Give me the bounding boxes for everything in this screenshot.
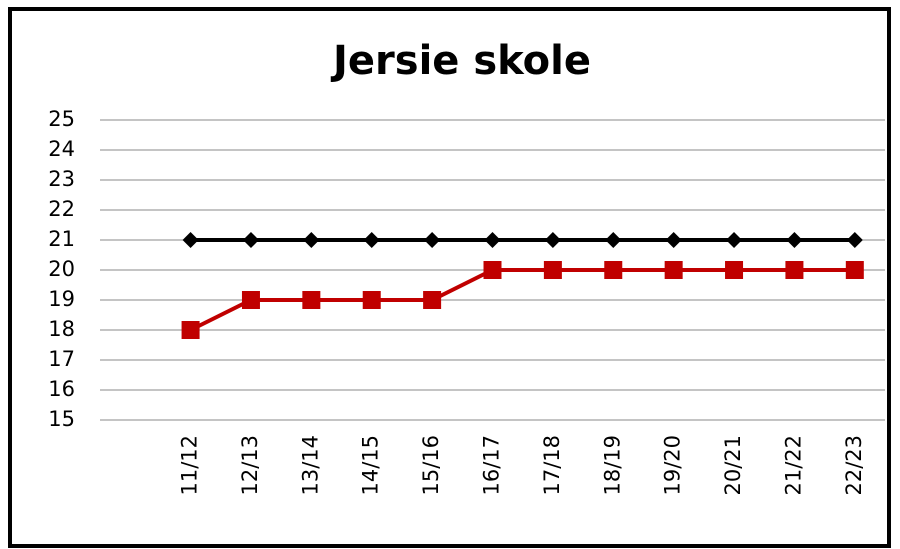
marker <box>484 232 501 248</box>
marker <box>604 261 623 279</box>
x-tick-label: 13/14 <box>298 435 322 496</box>
marker <box>665 232 682 248</box>
x-tick-label: 20/21 <box>721 435 745 496</box>
y-tick-label: 24 <box>48 137 75 161</box>
x-tick-label: 19/20 <box>661 435 685 496</box>
x-tick-label: 15/16 <box>419 435 443 496</box>
x-tick-label: 11/12 <box>178 435 202 496</box>
y-tick-label: 25 <box>48 107 75 131</box>
y-tick-label: 16 <box>48 377 75 401</box>
y-tick-label: 15 <box>48 407 75 431</box>
marker <box>725 261 744 279</box>
marker <box>664 261 683 279</box>
marker <box>423 291 442 309</box>
marker <box>424 232 441 248</box>
marker <box>786 232 803 248</box>
marker <box>362 291 381 309</box>
marker <box>605 232 622 248</box>
marker <box>846 232 863 248</box>
y-tick-label: 21 <box>48 227 75 251</box>
y-tick-label: 23 <box>48 167 75 191</box>
marker <box>483 261 502 279</box>
x-tick-label: 18/19 <box>600 435 624 496</box>
y-tick-label: 18 <box>48 317 75 341</box>
marker <box>241 291 260 309</box>
y-tick-label: 19 <box>48 287 75 311</box>
marker <box>182 232 199 248</box>
y-tick-label: 22 <box>48 197 75 221</box>
x-tick-label: 17/18 <box>540 435 564 496</box>
y-tick-label: 17 <box>48 347 75 371</box>
x-tick-label: 21/22 <box>781 435 805 496</box>
chart-frame <box>8 7 891 548</box>
y-tick-label: 20 <box>48 257 75 281</box>
marker <box>726 232 743 248</box>
marker <box>785 261 804 279</box>
marker <box>303 232 320 248</box>
x-tick-label: 16/17 <box>480 435 504 496</box>
series-line <box>189 268 855 332</box>
marker <box>302 291 321 309</box>
marker <box>181 321 200 339</box>
chart-title: Jersie skole <box>330 38 591 84</box>
x-tick-label: 12/13 <box>238 435 262 496</box>
x-tick-label: 22/23 <box>842 435 866 496</box>
marker <box>363 232 380 248</box>
marker <box>242 232 259 248</box>
marker <box>845 261 864 279</box>
x-tick-label: 14/15 <box>359 435 383 496</box>
marker <box>543 261 562 279</box>
marker <box>544 232 561 248</box>
